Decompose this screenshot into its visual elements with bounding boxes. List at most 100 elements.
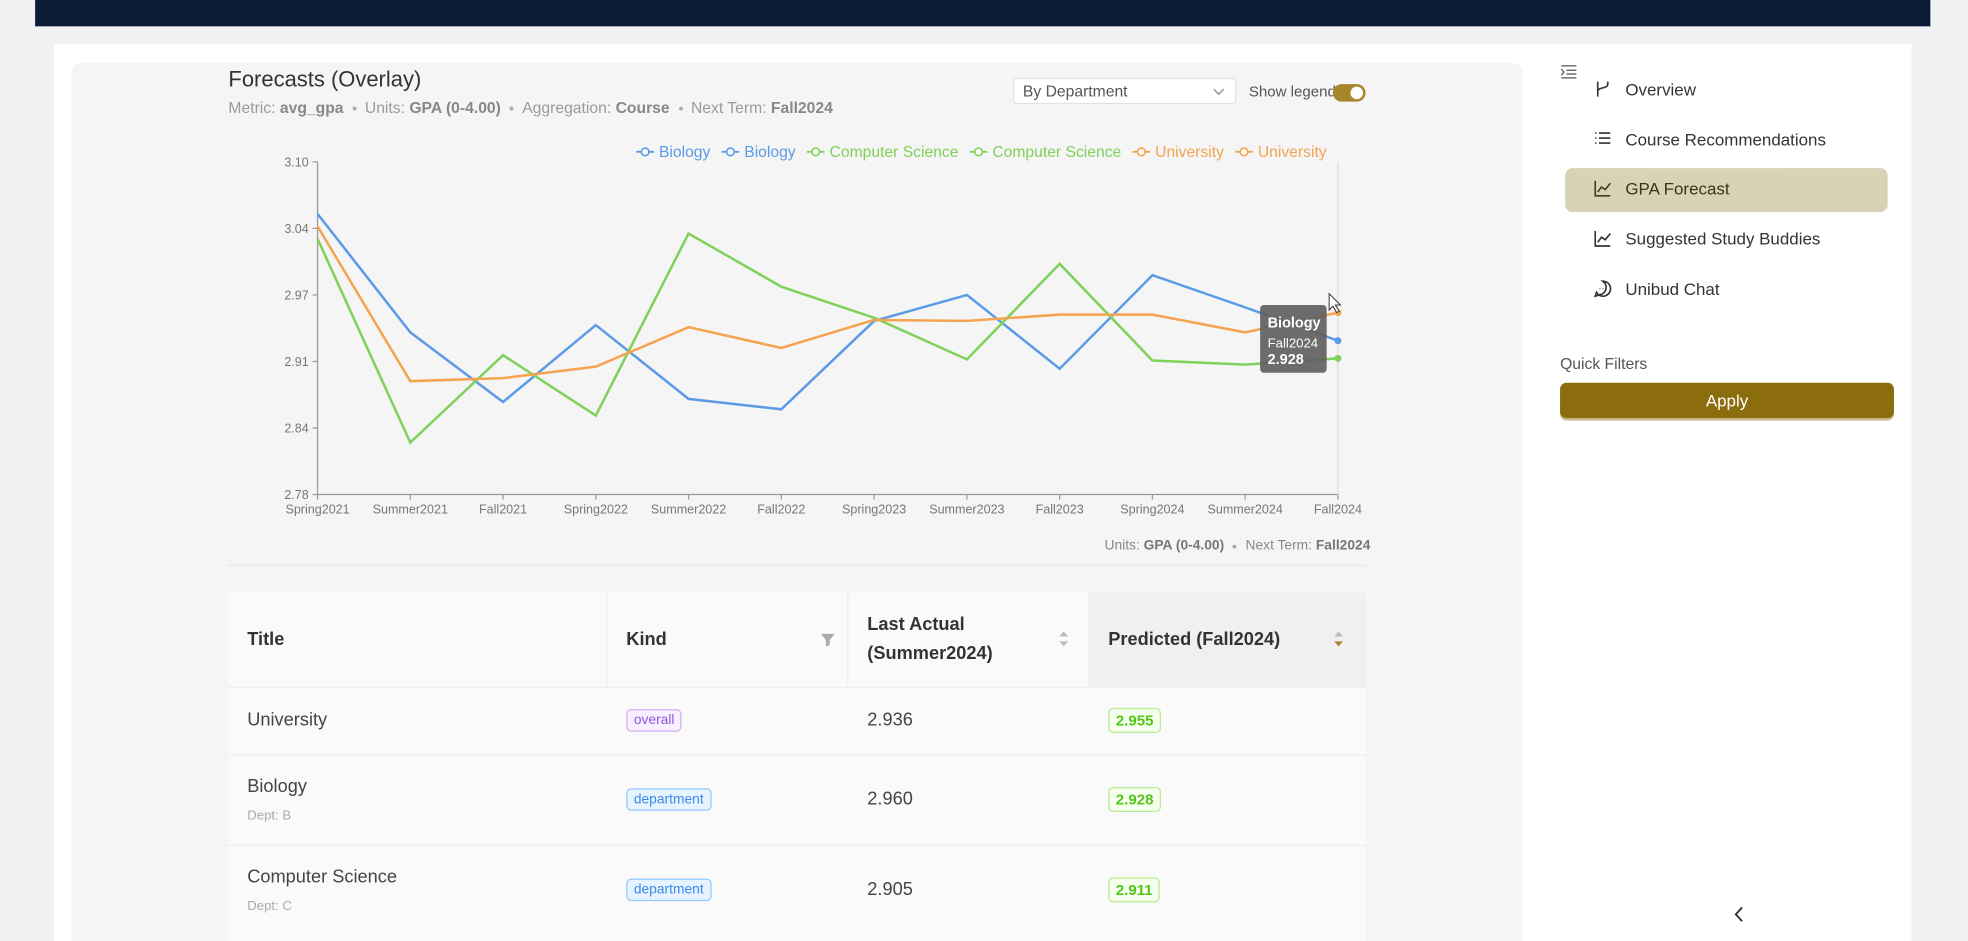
legend-label: University [1258, 144, 1327, 161]
table-row: University overall 2.936 2.955 [228, 686, 1366, 756]
nav-item[interactable]: Course Recommendations [1625, 130, 1826, 150]
row-title: Biology [247, 776, 307, 797]
value: GPA (0-4.00) [409, 99, 501, 117]
nav-item[interactable]: GPA Forecast [1625, 179, 1730, 199]
legend-item: University [1235, 144, 1327, 161]
icon-path [1594, 180, 1611, 197]
chart: 2.78 2.84 2.91 2.97 3.04 3.10 Spring2021 Summer… [284, 144, 1362, 516]
x-tick-label: Summer2021 [373, 502, 448, 516]
legend-toggle-label: Show legend [1248, 82, 1336, 101]
x-tick-label: Spring2021 [285, 502, 349, 516]
legend-toggle[interactable] [1332, 84, 1366, 102]
tooltip-title: Biology [1268, 316, 1321, 332]
value: GPA (0-4.00) [1143, 538, 1225, 554]
label: Units: [364, 99, 405, 117]
legend-item: Computer Science [806, 144, 959, 161]
y-tick-label: 2.78 [284, 488, 308, 502]
legend-label: Computer Science [830, 144, 959, 161]
nav-icon [1593, 280, 1612, 298]
th-text: Kind [626, 629, 667, 650]
series-line [316, 225, 1246, 383]
row-sub: Dept: C [247, 898, 292, 914]
nav-item[interactable]: Overview [1625, 80, 1696, 100]
th-text: Predicted (Fall2024) [1108, 629, 1281, 650]
value: Course [615, 99, 670, 117]
value: Fall2024 [770, 99, 833, 117]
label: Units: [1104, 538, 1140, 554]
predicted-badge: 2.911 [1108, 877, 1161, 903]
tooltip-label: Fall2024 [1268, 336, 1318, 351]
chevron [1213, 88, 1225, 96]
quick-filters-label: Quick Filters [1560, 355, 1648, 373]
label: Aggregation: [522, 99, 612, 117]
divider [228, 564, 1366, 567]
end-point [1334, 354, 1342, 362]
nav-icon [1594, 230, 1611, 247]
dropdown-value: By Department [1022, 82, 1128, 101]
nav-item[interactable]: Suggested Study Buddies [1625, 229, 1821, 249]
y-tick-label: 2.84 [284, 421, 308, 435]
legend-swatch-dot [973, 147, 984, 157]
table: Title Kind Last Actual (Summer2024) Pred… [228, 592, 1366, 941]
chart-footer: Units: GPA (0-4.00) Next Term: Fall2024 [1104, 538, 1370, 553]
legend-label: Biology [744, 144, 796, 161]
th-text: Last Actual (Summer2024) [867, 614, 993, 664]
legend-label: Computer Science [992, 144, 1121, 161]
label: Next Term: [1245, 538, 1313, 554]
legend-item: Biology [636, 144, 711, 161]
top-bar [35, 0, 1931, 27]
corner [1912, 887, 1968, 941]
value: Fall2024 [1315, 538, 1371, 554]
apply-button[interactable]: Apply [1560, 382, 1894, 418]
nav-item[interactable]: Unibud Chat [1625, 279, 1720, 299]
collapse-icon[interactable] [1560, 64, 1578, 79]
legend-item: Biology [721, 144, 796, 161]
last-actual: 2.936 [867, 710, 913, 731]
label: Metric: [228, 99, 276, 117]
last-actual: 2.960 [867, 789, 913, 810]
sort-icon[interactable] [1333, 630, 1344, 648]
x-tick-label: Summer2024 [1208, 502, 1283, 516]
label: Next Term: [690, 99, 767, 117]
legend-item: University [1132, 144, 1224, 161]
th: Predicted (Fall2024) [1089, 592, 1366, 687]
end-point [1334, 337, 1342, 345]
th: Last Actual (Summer2024) [848, 592, 1090, 687]
cursor [1328, 292, 1342, 314]
nav-selected-bg [1565, 168, 1888, 213]
subtitle: Metric: avg_gpa Units: GPA (0-4.00) Aggreg… [228, 99, 832, 117]
legend-label: Biology [659, 144, 711, 161]
icon-path [1595, 132, 1611, 144]
legend-swatch-dot [640, 147, 650, 157]
nav-icon [1594, 180, 1611, 197]
predicted-badge: 2.955 [1108, 707, 1162, 733]
collapse-chevron[interactable] [1732, 906, 1745, 922]
nav-icon [1596, 81, 1609, 97]
kind-badge: overall [626, 709, 683, 732]
kind-badge: department [626, 878, 712, 902]
series-line [316, 231, 1246, 445]
predicted-badge: 2.928 [1108, 786, 1162, 813]
sort-icon[interactable] [1058, 630, 1069, 648]
x-tick-label: Fall2024 [1314, 502, 1362, 516]
filter-icon[interactable] [820, 633, 835, 647]
value: avg_gpa [279, 99, 344, 117]
last-actual: 2.905 [867, 879, 913, 900]
icon-path [1594, 230, 1611, 247]
page-title: Forecasts (Overlay) [228, 66, 422, 92]
x-tick-label: Spring2024 [1120, 502, 1184, 516]
row-title: University [247, 710, 328, 731]
group-dropdown[interactable]: By Department [1012, 77, 1237, 105]
y-tick-label: 2.91 [284, 355, 308, 369]
x-tick-label: Fall2023 [1036, 502, 1084, 516]
y-tick-label: 2.97 [284, 288, 308, 302]
icon-path [1593, 280, 1612, 298]
x-tick-label: Fall2022 [757, 502, 805, 516]
tooltip-box [1260, 304, 1327, 373]
tooltip-value: 2.928 [1268, 352, 1304, 368]
x-tick-label: Spring2023 [842, 502, 906, 516]
legend-swatch-dot [811, 147, 821, 157]
th: Title [228, 592, 608, 687]
